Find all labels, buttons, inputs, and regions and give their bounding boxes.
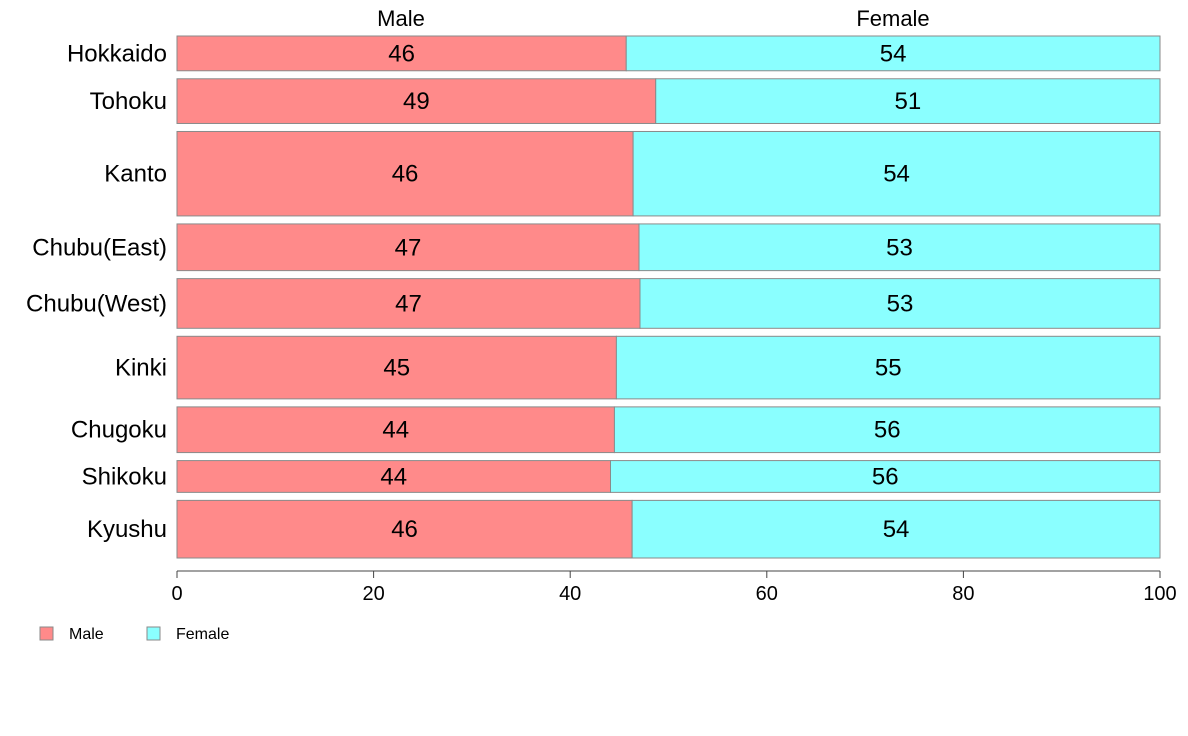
data-label-male-chugoku: 44 — [382, 417, 409, 444]
bar-female-kyushu — [631, 499, 1161, 559]
data-label-male-kanto: 46 — [392, 161, 419, 188]
bar-female-chubu-east — [638, 223, 1161, 272]
data-label-male-kinki: 45 — [383, 355, 410, 382]
bar-female-chugoku — [613, 406, 1161, 454]
data-label-female-kyushu: 54 — [883, 516, 910, 543]
category-label: Chubu(East) — [32, 234, 167, 261]
category-label: Kyushu — [87, 516, 167, 543]
data-label-male-chubu-west: 47 — [395, 290, 422, 317]
data-label-female-chubu-east: 53 — [886, 234, 913, 261]
bar-row-chugoku: Chugoku 44 56 — [71, 406, 1161, 454]
bar-male-hokkaido — [176, 35, 627, 72]
legend: Male Female — [39, 626, 229, 643]
bar-row-chubu-west: Chubu(West) 47 53 — [26, 278, 1161, 329]
bar-row-kyushu: Kyushu 46 54 — [87, 499, 1161, 559]
bar-male-kyushu — [176, 499, 633, 559]
data-label-female-kinki: 55 — [875, 355, 902, 382]
bar-row-shikoku: Shikoku 44 56 — [82, 460, 1161, 493]
bar-female-kanto — [632, 130, 1161, 217]
data-label-female-chugoku: 56 — [874, 417, 901, 444]
x-tick-label: 20 — [362, 583, 384, 605]
data-label-male-chubu-east: 47 — [395, 234, 422, 261]
bar-row-kinki: Kinki 45 55 — [115, 335, 1161, 400]
category-label: Hokkaido — [67, 40, 167, 67]
bar-female-shikoku — [610, 460, 1161, 493]
x-tick-label: 100 — [1143, 583, 1176, 605]
bar-row-tohoku: Tohoku 49 51 — [90, 78, 1161, 124]
x-tick-label: 0 — [171, 583, 182, 605]
x-tick-label: 40 — [559, 583, 581, 605]
category-label: Chubu(West) — [26, 290, 167, 317]
data-label-female-kanto: 54 — [883, 161, 910, 188]
data-label-male-kyushu: 46 — [391, 516, 418, 543]
data-label-female-chubu-west: 53 — [887, 290, 914, 317]
data-label-female-hokkaido: 54 — [880, 40, 907, 67]
bar-female-kinki — [615, 335, 1161, 400]
category-label: Kinki — [115, 355, 167, 382]
x-tick-label: 80 — [952, 583, 974, 605]
data-label-male-hokkaido: 46 — [388, 40, 415, 67]
bar-rows: Hokkaido 46 54 Tohoku 49 51 Kanto 46 54 Chubu(Eas… — [26, 35, 1161, 559]
bar-male-kanto — [176, 130, 634, 217]
category-label: Shikoku — [82, 463, 167, 490]
legend-swatch-male — [39, 626, 54, 641]
bar-female-hokkaido — [625, 35, 1161, 72]
bar-female-tohoku — [655, 78, 1161, 124]
legend-swatch-female — [146, 626, 161, 641]
x-axis: 0 20 40 60 80 100 — [171, 570, 1177, 605]
bar-male-chugoku — [176, 406, 615, 454]
bar-male-chubu-east — [176, 223, 640, 272]
data-label-female-shikoku: 56 — [872, 463, 899, 490]
data-label-female-tohoku: 51 — [895, 88, 922, 115]
bar-row-kanto: Kanto 46 54 — [104, 130, 1161, 217]
category-label: Kanto — [104, 161, 167, 188]
data-label-male-shikoku: 44 — [380, 463, 407, 490]
bar-row-hokkaido: Hokkaido 46 54 — [67, 35, 1161, 72]
column-header-female: Female — [856, 6, 929, 31]
bar-male-chubu-west — [176, 278, 641, 329]
category-label: Chugoku — [71, 417, 167, 444]
bar-female-chubu-west — [639, 278, 1161, 329]
legend-label-male: Male — [69, 626, 104, 643]
data-label-male-tohoku: 49 — [403, 88, 430, 115]
category-label: Tohoku — [90, 88, 167, 115]
bar-male-tohoku — [176, 78, 657, 124]
x-tick-label: 60 — [756, 583, 778, 605]
column-header-male: Male — [377, 6, 425, 31]
legend-label-female: Female — [176, 626, 229, 643]
bar-row-chubu-east: Chubu(East) 47 53 — [32, 223, 1161, 272]
